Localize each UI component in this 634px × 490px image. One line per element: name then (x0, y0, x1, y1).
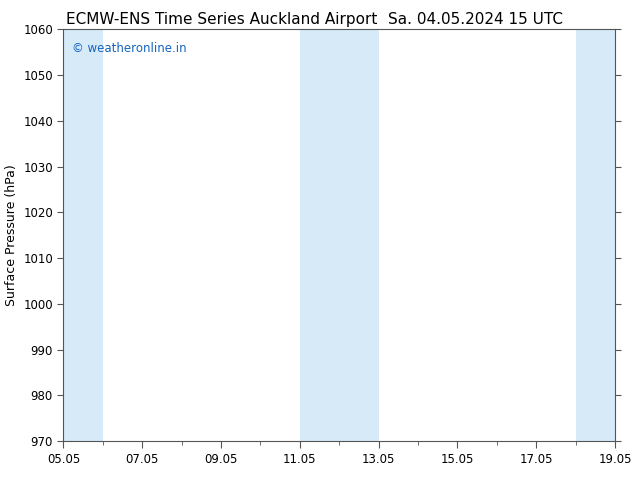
Text: Sa. 04.05.2024 15 UTC: Sa. 04.05.2024 15 UTC (388, 12, 563, 27)
Text: © weatheronline.in: © weatheronline.in (72, 42, 186, 55)
Text: ECMW-ENS Time Series Auckland Airport: ECMW-ENS Time Series Auckland Airport (66, 12, 378, 27)
Bar (63, 29, 103, 441)
Bar (300, 29, 378, 441)
Bar (576, 29, 615, 441)
Y-axis label: Surface Pressure (hPa): Surface Pressure (hPa) (4, 164, 18, 306)
